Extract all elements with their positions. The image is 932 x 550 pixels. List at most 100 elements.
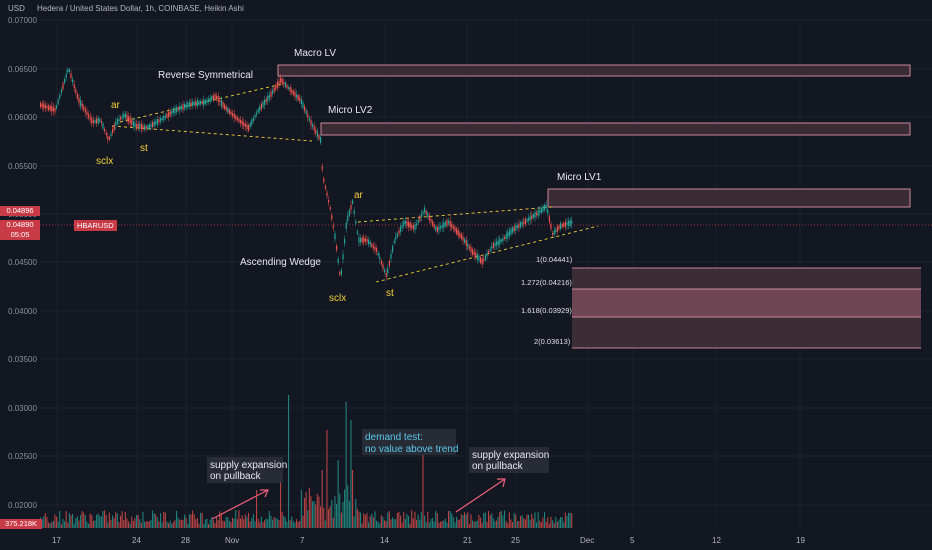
candle — [508, 230, 510, 236]
volume-bar — [203, 523, 205, 528]
candle — [272, 90, 274, 94]
candle — [158, 119, 160, 123]
candle — [262, 101, 264, 108]
volume-bar — [422, 455, 424, 528]
candle — [392, 246, 394, 252]
candle — [89, 117, 91, 120]
candle — [132, 120, 134, 127]
chart-title[interactable]: Hedera / United States Dollar, 1h, COINB… — [37, 4, 244, 13]
volume-bar — [409, 523, 411, 528]
candles — [40, 67, 573, 281]
candle — [241, 120, 243, 125]
volume-bar — [257, 518, 259, 528]
volume-bar — [256, 490, 258, 528]
candle — [432, 221, 434, 226]
candle — [331, 215, 333, 220]
candle — [430, 219, 432, 223]
candle — [489, 248, 491, 251]
candle — [497, 240, 499, 245]
micro-lv1-label: Micro LV1 — [557, 172, 602, 183]
volume-bar — [480, 517, 482, 528]
candle — [409, 222, 411, 229]
volume-bar — [249, 521, 251, 528]
candle — [129, 117, 131, 124]
candle — [72, 79, 74, 83]
candle — [345, 223, 347, 229]
volume-bar — [444, 518, 446, 528]
candle — [332, 225, 334, 228]
macro-lv-zone[interactable] — [277, 64, 911, 77]
micro-lv2-zone[interactable] — [320, 122, 911, 136]
candle — [176, 106, 178, 113]
volume-bar — [353, 516, 355, 528]
volume-bar — [198, 523, 200, 528]
fib-label: 2(0.03613) — [534, 337, 571, 346]
volume-bar — [406, 513, 408, 528]
candle — [244, 123, 246, 127]
volume-bar — [54, 514, 56, 528]
candle — [398, 230, 400, 234]
volume-bar — [235, 510, 237, 528]
candle — [318, 134, 320, 140]
y-tick: 0.04000 — [8, 307, 37, 316]
x-tick: 14 — [380, 536, 389, 545]
candle — [153, 121, 155, 126]
candle — [184, 103, 186, 109]
volume-bar — [196, 517, 198, 528]
candle — [46, 105, 48, 109]
candle — [284, 82, 286, 88]
volume-bar — [320, 506, 322, 528]
volume-bar — [97, 513, 99, 528]
candle — [294, 91, 296, 97]
volume-bar — [459, 519, 461, 528]
candle — [369, 241, 371, 246]
candle — [171, 111, 173, 114]
volume-bar — [44, 513, 46, 528]
volume-bar — [219, 511, 221, 528]
volume-bar — [433, 521, 435, 528]
demand-note: demand test: no value above trend — [362, 429, 458, 455]
candle — [484, 255, 486, 260]
candle — [228, 109, 230, 114]
candle — [291, 89, 293, 93]
candle — [396, 233, 398, 237]
candle — [136, 124, 138, 127]
volume-bar — [62, 518, 64, 528]
y-tick: 0.03500 — [8, 355, 37, 364]
x-tick: 12 — [712, 536, 721, 545]
candle — [259, 106, 261, 111]
volume-bar — [504, 510, 506, 528]
fib-extension[interactable]: 1(0.04441) 1.272(0.04216) 1.618(0.03929)… — [521, 255, 921, 349]
candle — [59, 94, 61, 99]
volume-bar — [177, 517, 179, 528]
volume-bar — [70, 515, 72, 528]
volume-bar — [220, 513, 222, 528]
candle — [168, 112, 170, 118]
volume-bars — [40, 395, 573, 528]
candle — [100, 120, 102, 124]
micro-lv1-zone[interactable] — [547, 188, 911, 208]
y-tick: 0.02000 — [8, 501, 37, 510]
volume-bar — [358, 511, 360, 528]
candle — [214, 94, 216, 99]
candle — [448, 220, 450, 224]
candle — [211, 96, 213, 101]
volume-bar — [91, 515, 93, 528]
volume-bar — [476, 520, 478, 528]
candle — [300, 99, 302, 104]
candle — [65, 73, 67, 78]
volume-bar — [73, 523, 75, 528]
candle — [243, 122, 245, 126]
candle — [180, 105, 182, 110]
candle — [465, 240, 467, 246]
volume-bar — [428, 522, 430, 528]
candle — [347, 215, 349, 221]
volume-bar — [294, 522, 296, 528]
candle — [182, 104, 184, 110]
candle — [123, 113, 125, 118]
candle — [468, 246, 470, 249]
candle — [220, 100, 222, 106]
candle — [148, 124, 150, 129]
volume-bar — [318, 496, 320, 528]
